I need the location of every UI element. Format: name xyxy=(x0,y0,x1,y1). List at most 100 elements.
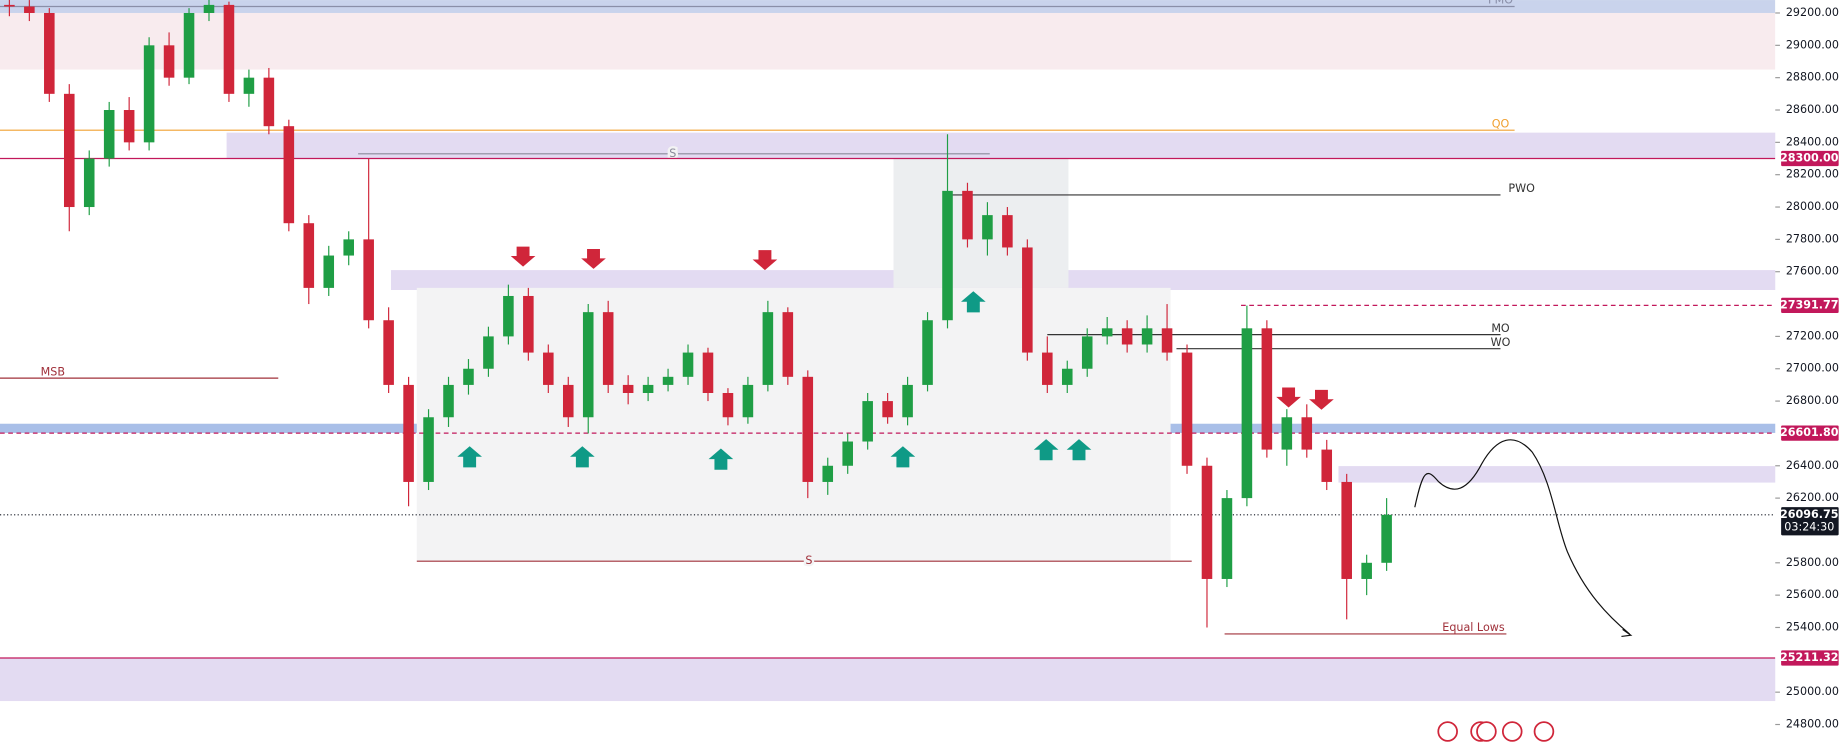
candle-body xyxy=(523,295,534,353)
y-tick-label: 25000.00 xyxy=(1786,685,1839,698)
arrow-up xyxy=(457,446,482,468)
candle-body xyxy=(543,352,554,385)
candle-body xyxy=(183,12,195,78)
level-label: WO xyxy=(1491,336,1511,349)
level-label: MO xyxy=(1491,322,1510,335)
candle-body xyxy=(662,376,674,385)
price-tag-label: 26096.75 xyxy=(1780,508,1839,521)
y-tick-label: 28800.00 xyxy=(1786,71,1839,84)
candle-body xyxy=(562,384,574,418)
candle-body xyxy=(1022,247,1033,353)
candle-body xyxy=(263,77,275,127)
candle-body xyxy=(922,320,933,385)
candle-body xyxy=(403,384,414,482)
level-label: MSB xyxy=(41,365,65,378)
y-tick-label: 28200.00 xyxy=(1786,168,1839,181)
y-tick-label: 28600.00 xyxy=(1786,103,1839,116)
candle-body xyxy=(143,45,155,143)
price-axis xyxy=(1775,0,1841,748)
candle-body xyxy=(1361,562,1372,579)
candle-body xyxy=(283,126,295,224)
candle-body xyxy=(1341,481,1352,579)
level-label: PMO xyxy=(1488,0,1513,7)
y-tick-label: 26800.00 xyxy=(1786,394,1839,407)
level-label: Equal Lows xyxy=(1442,621,1505,634)
candle-body xyxy=(1061,368,1073,385)
zone xyxy=(1338,466,1841,483)
candle-body xyxy=(642,384,654,394)
candle-body xyxy=(483,336,494,369)
projection-path xyxy=(1414,439,1631,635)
candle-body xyxy=(4,4,15,7)
arrow-down xyxy=(1276,387,1301,408)
zone xyxy=(226,132,1841,159)
candle-body xyxy=(463,368,474,385)
level-label: QO xyxy=(1492,117,1510,130)
y-tick-label: 26400.00 xyxy=(1786,459,1839,472)
candle-body xyxy=(363,239,374,321)
arrow-up xyxy=(708,448,734,470)
candle-body xyxy=(1042,352,1053,385)
candle-body xyxy=(163,45,175,78)
candle-body xyxy=(503,295,514,337)
arrow-up xyxy=(1033,439,1059,461)
zone xyxy=(416,287,1171,562)
price-axis-labels: 29200.00 29000.00 28800.00 28600.00 28400.00… xyxy=(1775,6,1839,731)
candle-body xyxy=(982,215,993,240)
candle-body xyxy=(343,239,354,256)
buy-arrows xyxy=(457,291,1092,470)
candle-body xyxy=(24,6,35,13)
y-tick-label: 28400.00 xyxy=(1786,135,1839,148)
flag xyxy=(1476,721,1497,742)
candle-body xyxy=(223,4,235,94)
drawings xyxy=(457,246,1633,742)
y-tick-label: 27800.00 xyxy=(1786,232,1839,245)
candle-body xyxy=(802,376,814,482)
candle-body xyxy=(1221,498,1233,579)
flag xyxy=(1501,721,1523,742)
y-tick-label: 28000.00 xyxy=(1786,200,1839,213)
price-tag xyxy=(1781,150,1839,167)
candle-body xyxy=(1161,328,1173,353)
arrow-up xyxy=(570,446,595,468)
candle-body xyxy=(722,393,734,418)
arrow-down xyxy=(510,246,536,267)
y-tick-label: 29000.00 xyxy=(1786,38,1839,51)
candle-body xyxy=(323,255,335,288)
y-tick-label: 25800.00 xyxy=(1786,556,1839,569)
level-label: S xyxy=(669,147,676,160)
candle-body xyxy=(1121,328,1133,345)
candle-body xyxy=(203,4,215,13)
candle-body xyxy=(1281,417,1293,450)
y-tick-label: 26200.00 xyxy=(1786,491,1839,504)
candle-body xyxy=(742,384,754,418)
candle-body xyxy=(443,384,454,418)
y-tick-label: 27000.00 xyxy=(1786,362,1839,375)
level-label: S xyxy=(805,554,812,567)
candle-body xyxy=(762,312,774,385)
flag xyxy=(1437,721,1458,742)
candle-body xyxy=(682,352,694,377)
arrow-up xyxy=(961,291,986,313)
candle-body xyxy=(1381,514,1392,563)
price-tag xyxy=(1781,650,1839,666)
zone xyxy=(0,657,1841,702)
arrow-down xyxy=(752,250,778,271)
candle-body xyxy=(1181,352,1193,466)
level-label: PWO xyxy=(1508,182,1535,195)
price-tag-label: 25211.32 xyxy=(1780,651,1839,664)
price-tag-label: 26601.80 xyxy=(1780,426,1839,439)
candle-body xyxy=(702,352,714,394)
candle-body xyxy=(44,12,55,94)
candle-body xyxy=(1201,465,1213,579)
y-tick-label: 25400.00 xyxy=(1786,620,1839,633)
price-tag xyxy=(1781,507,1839,536)
countdown: 03:24:30 xyxy=(1784,521,1834,534)
candle-body xyxy=(622,384,634,394)
candle-body xyxy=(942,190,953,321)
candle-body xyxy=(303,223,315,288)
y-tick-label: 27200.00 xyxy=(1786,329,1839,342)
candle-body xyxy=(83,158,95,208)
candle-body xyxy=(1141,328,1153,345)
